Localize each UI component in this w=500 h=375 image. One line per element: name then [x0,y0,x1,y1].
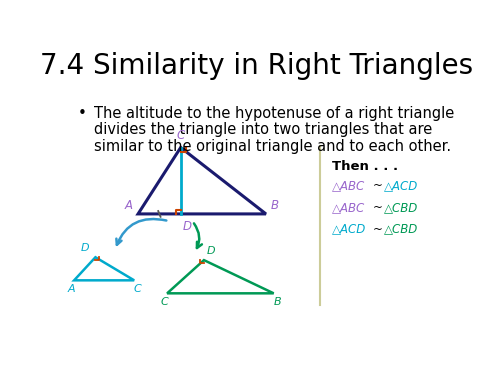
Text: ~: ~ [372,223,382,236]
Text: ~: ~ [372,201,382,214]
Text: △ACD: △ACD [384,179,418,192]
Text: ~: ~ [372,179,382,192]
Text: A: A [124,200,132,213]
Text: △ABC: △ABC [332,179,365,192]
Text: similar to the original triangle and to each other.: similar to the original triangle and to … [94,139,450,154]
Text: 7.4 Similarity in Right Triangles: 7.4 Similarity in Right Triangles [40,52,473,80]
Text: B: B [274,297,281,307]
Text: divides the triangle into two triangles that are: divides the triangle into two triangles … [94,122,432,137]
Text: D: D [207,246,216,256]
Text: △CBD: △CBD [384,223,418,236]
Text: C: C [134,284,141,294]
Text: △CBD: △CBD [384,201,418,214]
Text: The altitude to the hypotenuse of a right triangle: The altitude to the hypotenuse of a righ… [94,106,454,121]
Text: △ACD: △ACD [332,223,366,236]
Text: Then . . .: Then . . . [332,160,398,174]
Text: B: B [270,200,278,213]
Text: D: D [81,243,90,253]
Text: A: A [67,284,75,294]
Text: •: • [78,106,87,121]
Text: △ABC: △ABC [332,201,365,214]
Text: C: C [176,129,185,142]
Text: C: C [160,297,168,307]
Text: D: D [182,220,192,233]
